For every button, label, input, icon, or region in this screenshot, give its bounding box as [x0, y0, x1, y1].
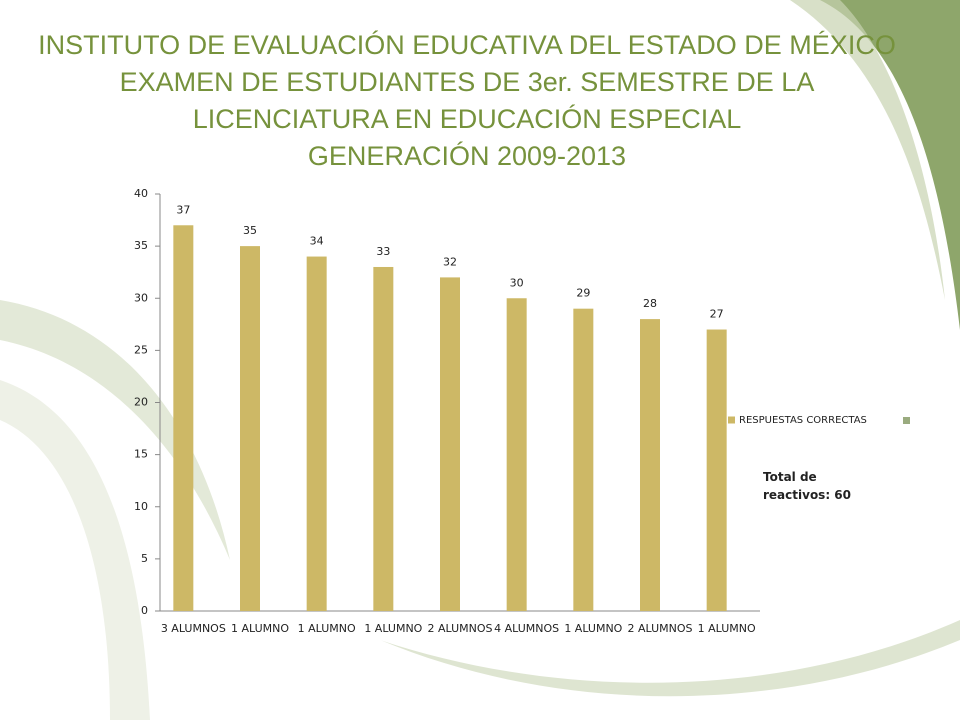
- bar: [506, 298, 527, 611]
- data-label: 35: [243, 224, 257, 237]
- data-label: 32: [443, 255, 457, 268]
- bar: [706, 329, 727, 611]
- bar: [440, 277, 460, 611]
- y-tick-label: 5: [141, 552, 148, 565]
- y-tick-label: 30: [134, 291, 148, 304]
- x-tick-label: 1 ALUMNO: [698, 622, 756, 635]
- data-label: 30: [510, 276, 524, 289]
- deco-left-2: [0, 380, 150, 720]
- deco-top-right-light: [790, 0, 945, 300]
- bar: [640, 319, 660, 611]
- data-label: 27: [710, 308, 724, 321]
- x-tick-label: 4 ALUMNOS: [494, 622, 559, 635]
- x-tick-label: 3 ALUMNOS: [161, 622, 226, 635]
- x-tick-label: 1 ALUMNO: [564, 622, 622, 635]
- data-label: 29: [576, 287, 590, 300]
- x-tick-label: 2 ALUMNOS: [627, 622, 692, 635]
- bar: [373, 266, 394, 611]
- legend-label: RESPUESTAS CORRECTAS: [739, 415, 867, 426]
- annotation: Total de reactivos: 60: [763, 470, 852, 502]
- y-tick-label: 20: [134, 396, 148, 409]
- chart-title: EXAMEN DE ESTUDIANTES DE 3er. SEMESTRE D…: [120, 67, 815, 97]
- legend-swatch-extra: [903, 417, 910, 424]
- y-tick-label: 35: [134, 239, 148, 252]
- y-tick-label: 25: [134, 343, 148, 356]
- y-tick-label: 15: [134, 448, 148, 461]
- deco-bottom: [380, 620, 960, 697]
- deco-left: [0, 300, 230, 560]
- x-tick-label: 1 ALUMNO: [231, 622, 289, 635]
- y-tick-label: 10: [134, 500, 148, 513]
- y-tick-label: 0: [141, 604, 148, 617]
- bar: [240, 246, 260, 611]
- data-label: 37: [176, 203, 190, 216]
- data-label: 33: [376, 245, 390, 258]
- x-tick-label: 1 ALUMNO: [364, 622, 422, 635]
- x-tick-label: 1 ALUMNO: [298, 622, 356, 635]
- chart-title: INSTITUTO DE EVALUACIÓN EDUCATIVA DEL ES…: [38, 29, 896, 60]
- data-label: 28: [643, 297, 657, 310]
- chart-title: LICENCIATURA EN EDUCACIÓN ESPECIAL: [193, 103, 742, 134]
- chart-title: GENERACIÓN 2009-2013: [308, 140, 626, 171]
- legend-swatch: [728, 416, 735, 424]
- bar: [173, 225, 194, 611]
- y-tick-label: 40: [134, 187, 148, 200]
- x-tick-label: 2 ALUMNOS: [427, 622, 492, 635]
- bar: [573, 308, 594, 611]
- bar: [306, 256, 327, 611]
- data-label: 34: [310, 235, 324, 248]
- deco-top-right: [820, 0, 960, 330]
